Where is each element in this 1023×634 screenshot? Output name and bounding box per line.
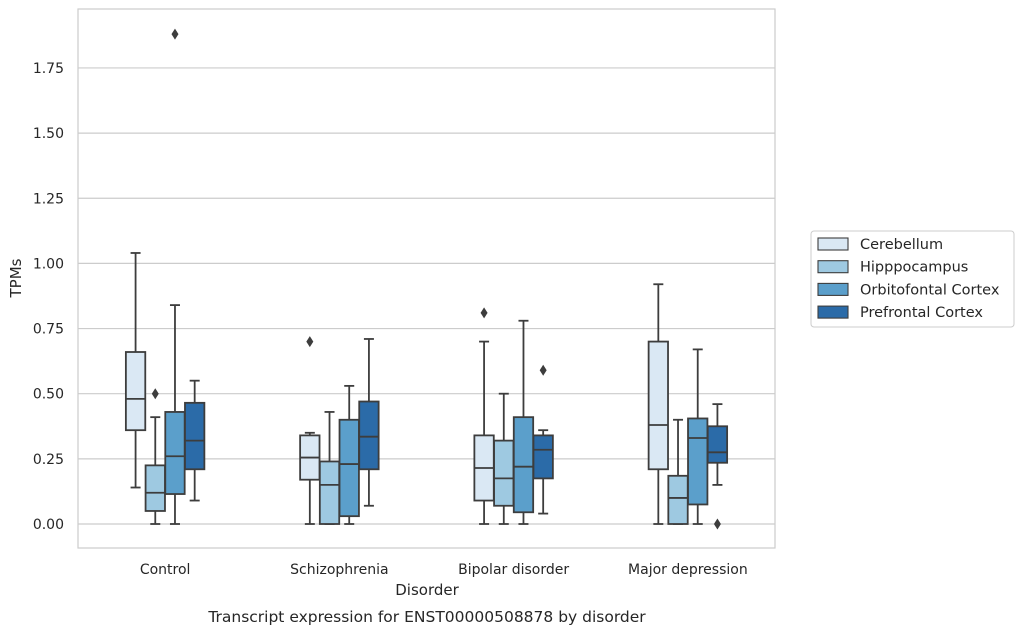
y-tick-label: 1.50 — [33, 126, 64, 142]
legend: Cerebellum Hipppocampus Orbitofontal Corte… — [810, 230, 1015, 328]
x-tick-labels: Control Schizophrenia Bipolar disorder Majo… — [140, 562, 748, 578]
box-iqr — [493, 439, 515, 507]
legend-frame — [810, 230, 1015, 328]
y-tick-label: 0.50 — [33, 387, 64, 403]
outlier-point — [151, 388, 159, 400]
box-iqr — [667, 474, 689, 525]
x-tick-label: Major depression — [628, 562, 748, 578]
outlier-point — [539, 364, 547, 376]
box-cerebellum — [124, 252, 147, 489]
box-iqr — [706, 425, 729, 464]
box-prefrontal-cortex — [184, 379, 206, 502]
box-hipppocampus — [493, 392, 515, 525]
box-iqr — [124, 351, 147, 432]
outlier-point — [171, 28, 179, 40]
x-axis-label: Disorder — [395, 581, 459, 599]
box-iqr — [184, 401, 206, 471]
box-orbitofontal-cortex — [687, 348, 709, 525]
plot-frame — [77, 8, 776, 549]
y-tick-label: 0.25 — [33, 452, 64, 468]
box-iqr — [512, 416, 535, 514]
box-cerebellum — [647, 283, 669, 525]
legend-swatch — [817, 260, 849, 274]
legend-label: Orbitofontal Cortex — [860, 282, 1000, 298]
outlier-point — [713, 518, 721, 530]
box-prefrontal-cortex — [532, 364, 554, 515]
box-iqr — [358, 400, 380, 471]
box-iqr — [164, 411, 186, 495]
x-tick-label: Control — [140, 562, 191, 578]
box-orbitofontal-cortex — [512, 319, 535, 525]
box-hipppocampus — [667, 418, 689, 525]
legend-label: Cerebellum — [860, 237, 943, 253]
legend-swatch — [817, 305, 849, 319]
outlier-point — [306, 336, 314, 348]
y-tick-label: 0.75 — [33, 322, 64, 338]
box-iqr — [647, 340, 669, 471]
box-cerebellum — [299, 336, 321, 525]
legend-swatch — [817, 282, 849, 296]
box-hipppocampus — [318, 411, 341, 525]
box-iqr — [687, 417, 709, 506]
box-prefrontal-cortex — [706, 403, 729, 530]
box-prefrontal-cortex — [358, 338, 380, 507]
box-hipppocampus — [144, 388, 166, 525]
legend-label: Prefrontal Cortex — [860, 305, 983, 321]
y-tick-label: 1.00 — [33, 256, 64, 272]
y-axis-label: TPMs — [7, 258, 25, 298]
box-iqr — [318, 460, 341, 525]
box-cerebellum — [473, 307, 495, 525]
box-orbitofontal-cortex — [164, 28, 186, 525]
legend-label: Hipppocampus — [860, 260, 968, 276]
box-series — [124, 28, 729, 530]
box-iqr — [338, 418, 360, 518]
y-tick-label: 1.25 — [33, 191, 64, 207]
box-iqr — [532, 434, 554, 480]
y-tick-label: 1.75 — [33, 61, 64, 77]
y-tick-label: 0.00 — [33, 517, 64, 533]
x-tick-label: Schizophrenia — [290, 562, 388, 578]
x-tick-label: Bipolar disorder — [458, 562, 569, 578]
box-orbitofontal-cortex — [338, 384, 360, 525]
legend-swatch — [817, 237, 849, 251]
chart-caption: Transcript expression for ENST0000050887… — [207, 608, 646, 626]
outlier-point — [480, 307, 488, 319]
y-tick-labels: 0.00 0.25 0.50 0.75 1.00 1.25 1.50 1.75 — [33, 61, 64, 533]
box-iqr — [144, 464, 166, 512]
